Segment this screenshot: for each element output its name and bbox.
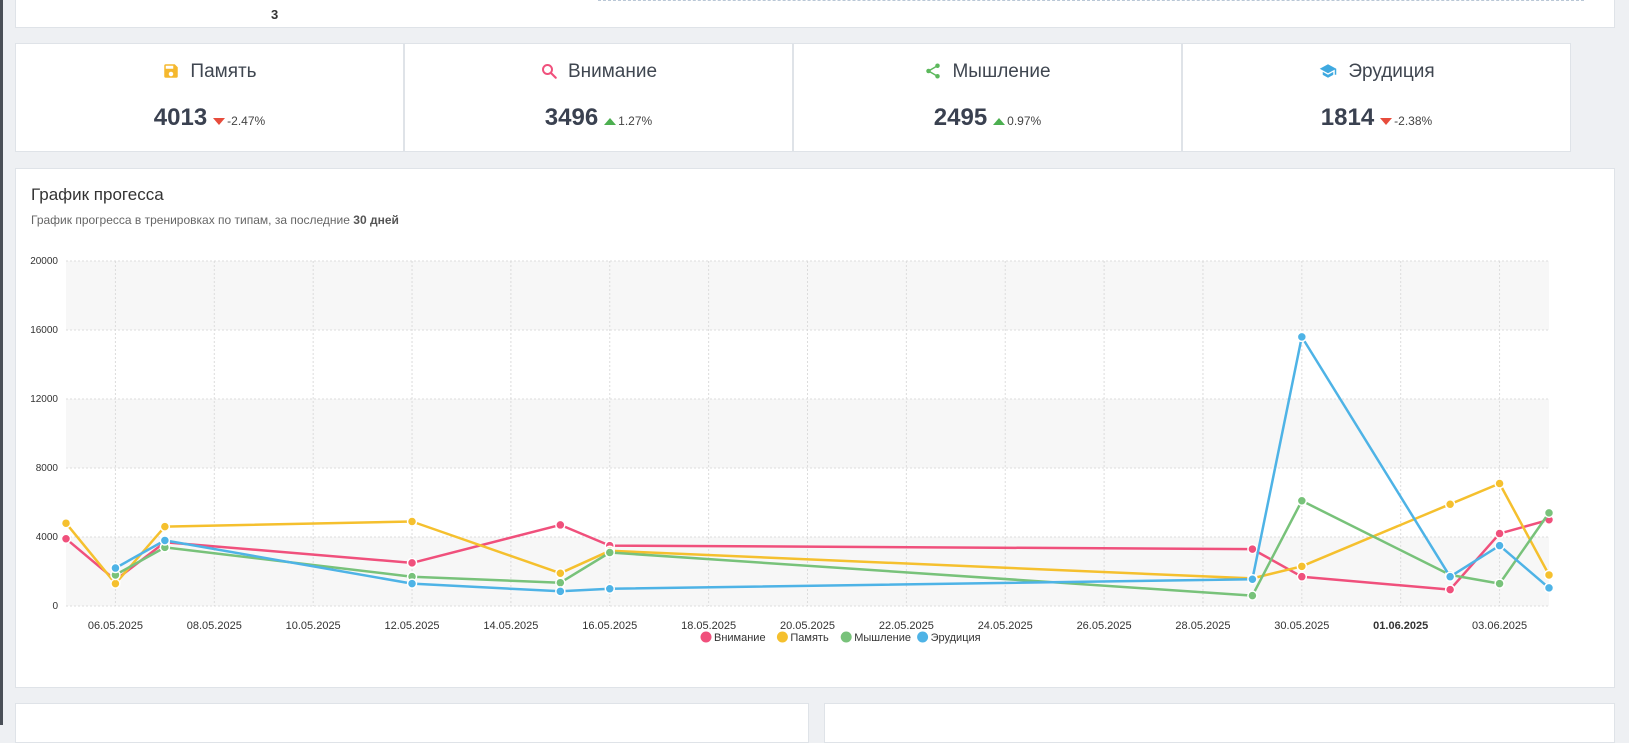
data-point <box>1543 569 1555 581</box>
floppy-disk-icon <box>164 64 179 78</box>
share-icon <box>926 63 941 79</box>
y-tick-label: 16000 <box>30 325 58 336</box>
data-point <box>1543 507 1555 519</box>
bottom-panel-left <box>15 703 809 743</box>
data-point <box>555 586 566 597</box>
data-point <box>555 519 566 531</box>
top-panel: 3 <box>15 0 1615 28</box>
stat-delta: -2.47% <box>227 114 266 128</box>
bottom-panel-right <box>824 703 1615 743</box>
x-tick-label: 14.05.2025 <box>483 620 538 632</box>
progress-line-chart: 0 4000 8000 12000 16000 20000 06.05.2025 08.05.… <box>30 256 1555 644</box>
data-point <box>1494 478 1505 489</box>
stat-delta: 1.27% <box>618 114 653 128</box>
legend-label: Внимание <box>714 632 766 644</box>
top-count: 3 <box>271 7 279 22</box>
stat-value: 2495 <box>933 104 988 131</box>
x-tick-label: 26.05.2025 <box>1077 620 1132 632</box>
stat-card-memory: Память 4013 -2.47% <box>15 43 404 152</box>
data-point <box>1247 574 1258 585</box>
stat-title: Внимание <box>567 61 658 82</box>
data-point <box>1444 584 1456 595</box>
stat-value: 3496 <box>544 104 599 131</box>
data-point <box>1247 590 1258 601</box>
data-point <box>110 562 121 574</box>
legend-label: Эрудиция <box>931 632 981 644</box>
data-point <box>1247 543 1258 555</box>
stat-card-thinking: Мышление 2495 0.97% <box>793 43 1182 152</box>
data-point <box>60 517 72 529</box>
series-line <box>114 335 1550 593</box>
stat-title: Эрудиция <box>1348 61 1435 82</box>
stat-delta: 0.97% <box>1007 114 1042 128</box>
data-point <box>1296 571 1308 582</box>
data-point <box>1494 578 1505 589</box>
x-tick-label: 10.05.2025 <box>286 620 341 632</box>
x-tick-label: 12.05.2025 <box>385 620 440 632</box>
stat-delta: -2.38% <box>1394 114 1433 128</box>
chart-title: График прогесса <box>31 185 164 204</box>
chart-subtitle: График прогресса в тренировках по типам,… <box>31 213 399 227</box>
stat-title: Память <box>190 61 257 82</box>
y-tick-label: 0 <box>52 601 58 612</box>
x-tick-label: 20.05.2025 <box>780 620 835 632</box>
arrow-up-icon <box>604 118 617 125</box>
x-tick-label: 30.05.2025 <box>1274 620 1329 632</box>
y-tick-label: 4000 <box>36 532 59 543</box>
y-tick-label: 20000 <box>30 256 58 267</box>
stat-card-erudition: Эрудиция 1814 -2.38% <box>1182 43 1571 152</box>
legend-marker <box>840 631 852 643</box>
data-point <box>406 578 418 589</box>
x-tick-label: 06.05.2025 <box>88 620 143 632</box>
graduation-cap-icon <box>1320 64 1337 78</box>
arrow-up-icon <box>993 118 1006 125</box>
data-point <box>159 535 171 546</box>
data-point <box>555 577 566 588</box>
legend-label: Память <box>790 632 829 644</box>
stat-value: 1814 <box>1320 104 1375 131</box>
legend-label: Мышление <box>854 632 911 644</box>
x-tick-label: 16.05.2025 <box>582 620 637 632</box>
search-icon <box>541 64 557 79</box>
mini-chart-track <box>598 0 1584 1</box>
stat-value: 4013 <box>153 104 208 131</box>
data-point <box>406 516 418 527</box>
y-tick-label: 12000 <box>30 394 58 405</box>
data-point <box>1296 331 1308 343</box>
data-point <box>110 578 121 589</box>
data-point <box>159 521 171 532</box>
progress-chart-panel: График прогесса График прогресса в трени… <box>15 168 1615 688</box>
x-tick-label: 18.05.2025 <box>681 620 736 632</box>
data-point <box>1543 582 1555 594</box>
data-point <box>604 547 616 558</box>
x-tick-label: 03.06.2025 <box>1472 620 1527 632</box>
data-point <box>406 557 418 569</box>
data-point <box>1296 495 1308 507</box>
data-point <box>1444 571 1456 582</box>
data-point <box>555 567 566 579</box>
data-point <box>604 583 616 594</box>
chart-band <box>66 261 1549 330</box>
stat-title: Мышление <box>952 61 1051 82</box>
x-tick-label: 01.06.2025 <box>1373 620 1428 632</box>
y-tick-label: 8000 <box>36 463 59 474</box>
chart-subtitle-period: 30 дней <box>353 213 399 227</box>
arrow-down-icon <box>213 118 226 125</box>
x-tick-label: 08.05.2025 <box>187 620 242 632</box>
data-point <box>1296 561 1308 572</box>
x-tick-label: 28.05.2025 <box>1175 620 1230 632</box>
data-point <box>1494 528 1505 539</box>
stat-card-attention: Внимание 3496 1.27% <box>404 43 793 152</box>
data-point <box>1494 540 1505 551</box>
legend-marker <box>917 631 929 643</box>
legend-marker <box>700 631 712 643</box>
window-edge <box>0 0 3 725</box>
data-point <box>1444 498 1456 510</box>
arrow-down-icon <box>1380 118 1393 125</box>
x-tick-label: 24.05.2025 <box>978 620 1033 632</box>
data-point <box>60 533 72 544</box>
x-tick-label: 22.05.2025 <box>879 620 934 632</box>
legend-marker <box>776 631 788 643</box>
